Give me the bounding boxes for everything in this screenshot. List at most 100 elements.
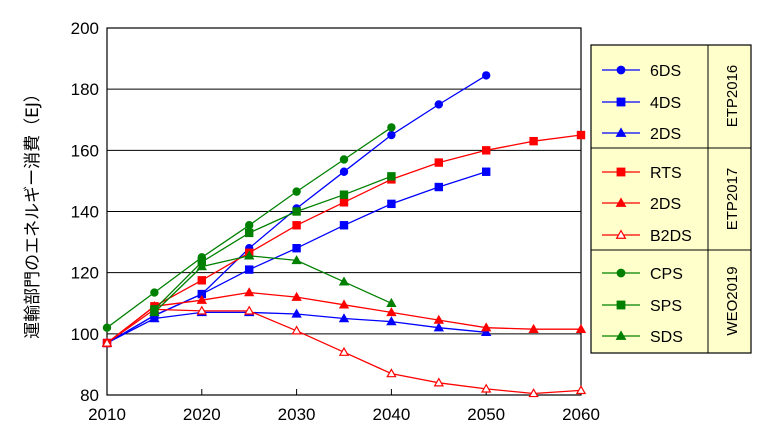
legend: 6DS 4DS 2DS RTS 2DS B2DS CPS SPS SDS ETP2016 ETP… xyxy=(590,44,752,354)
y-axis-label: 運輸部門のエネルギー消費（EJ） xyxy=(23,85,43,339)
legend-label: RTS xyxy=(650,165,682,182)
legend-entry: RTS xyxy=(602,165,682,182)
series-line xyxy=(106,134,582,344)
data-point xyxy=(196,294,207,304)
data-point xyxy=(244,287,255,297)
series-line xyxy=(153,255,392,313)
y-tick-label: 100 xyxy=(71,325,99,344)
legend-entries: 6DS 4DS 2DS RTS 2DS B2DS CPS SPS SDS xyxy=(602,63,692,346)
data-point xyxy=(102,323,112,332)
data-point xyxy=(292,244,301,253)
data-point xyxy=(291,255,302,265)
data-point xyxy=(615,197,627,207)
data-point xyxy=(386,307,397,317)
data-point xyxy=(338,346,350,356)
data-point xyxy=(339,221,349,230)
y-tick-label: 160 xyxy=(71,141,99,160)
data-point xyxy=(386,297,397,307)
data-point xyxy=(576,130,586,140)
x-tick-label: 2040 xyxy=(372,405,410,424)
legend-group-weo2019: WEO2019 xyxy=(724,266,741,335)
data-point xyxy=(244,250,255,260)
data-point xyxy=(616,300,626,310)
y-axis-ticks: 80 100 120 140 160 180 200 xyxy=(71,19,99,405)
legend-group-etp2016: ETP2016 xyxy=(724,65,741,128)
data-point xyxy=(196,305,207,315)
data-point xyxy=(338,313,350,323)
data-point xyxy=(482,146,491,155)
x-tick-label: 2030 xyxy=(278,405,316,424)
y-tick-label: 180 xyxy=(71,80,99,99)
series-etp2017-b2ds xyxy=(101,304,587,398)
data-point xyxy=(196,261,207,271)
x-axis-ticks: 2010 2020 2030 2040 2050 2060 xyxy=(88,389,600,424)
data-point xyxy=(433,314,444,324)
data-point xyxy=(482,71,491,80)
data-point xyxy=(149,313,160,323)
legend-label: SDS xyxy=(650,329,683,346)
data-point xyxy=(387,172,396,181)
data-point xyxy=(245,228,254,238)
legend-entry: 2DS xyxy=(602,126,681,143)
x-tick-label: 2060 xyxy=(562,405,600,424)
data-point xyxy=(616,167,626,177)
x-tick-label: 2020 xyxy=(183,405,221,424)
legend-label: 6DS xyxy=(650,63,681,80)
data-point xyxy=(528,323,539,333)
data-point xyxy=(434,182,444,192)
data-point xyxy=(245,265,254,274)
series-layer xyxy=(101,71,587,398)
data-point xyxy=(338,276,350,286)
legend-entry: B2DS xyxy=(602,228,692,245)
series-weo2019-sps xyxy=(150,172,396,314)
legend-entry: 2DS xyxy=(602,196,681,213)
data-point xyxy=(433,377,444,387)
data-point xyxy=(386,316,397,326)
x-tick-label: 2010 xyxy=(88,405,126,424)
data-point xyxy=(433,322,444,332)
data-point xyxy=(149,307,160,317)
data-point xyxy=(615,330,627,340)
data-point xyxy=(575,323,587,333)
data-point xyxy=(292,207,301,216)
data-point xyxy=(339,190,349,199)
y-tick-label: 120 xyxy=(71,264,99,283)
series-weo2019-sds xyxy=(149,250,397,317)
data-point xyxy=(434,100,443,109)
data-point xyxy=(434,158,444,167)
legend-label: B2DS xyxy=(650,228,692,245)
data-point xyxy=(481,326,492,337)
series-line xyxy=(153,175,392,310)
data-point xyxy=(291,308,302,318)
data-point xyxy=(339,198,349,207)
data-point xyxy=(616,65,626,75)
data-point xyxy=(616,97,626,107)
data-point xyxy=(529,136,538,146)
data-point xyxy=(150,288,159,297)
data-point xyxy=(615,229,627,239)
data-point xyxy=(481,383,492,393)
legend-label: 4DS xyxy=(650,95,681,112)
data-point xyxy=(197,276,206,285)
data-point xyxy=(291,291,302,301)
data-point xyxy=(575,385,587,395)
data-point xyxy=(339,167,349,176)
data-point xyxy=(292,221,301,230)
series-weo2019-cps xyxy=(102,123,396,332)
legend-group-etp2017: ETP2017 xyxy=(724,168,741,231)
legend-entry: SDS xyxy=(602,329,683,346)
data-point xyxy=(481,322,492,332)
grid-lines xyxy=(107,88,581,335)
data-point xyxy=(101,337,113,347)
legend-entry: 4DS xyxy=(602,95,681,112)
legend-label: SPS xyxy=(650,298,682,315)
legend-label: 2DS xyxy=(650,196,681,213)
data-point xyxy=(386,368,397,378)
data-point xyxy=(528,388,539,398)
data-point xyxy=(387,199,396,209)
data-point xyxy=(615,127,627,137)
data-point xyxy=(339,155,349,164)
data-point xyxy=(616,268,626,278)
legend-label: CPS xyxy=(650,266,683,283)
